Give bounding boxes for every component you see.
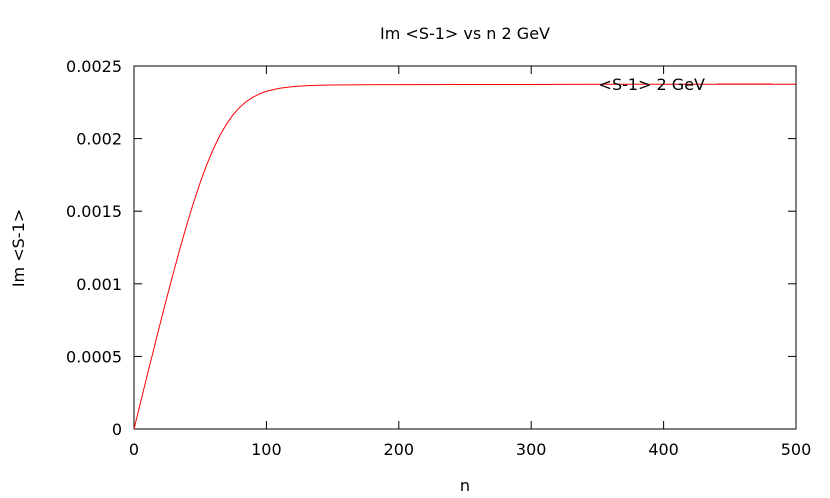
plot-frame — [133, 65, 797, 430]
y-axis-title: Im <S-1> — [9, 209, 28, 287]
y-tick-label: 0.0005 — [66, 347, 122, 366]
legend-label: <S-1> 2 GeV — [599, 75, 706, 94]
x-tick-label: 400 — [648, 440, 679, 459]
y-tick-label: 0.0025 — [66, 57, 122, 76]
chart-title: Im <S-1> vs n 2 GeV — [380, 24, 550, 43]
y-tick-labels: 0 0.0005 0.001 0.0015 0.002 0.0025 — [66, 57, 122, 439]
series-line — [133, 83, 796, 430]
x-axis-title: n — [460, 476, 470, 495]
axis-ticks — [133, 65, 797, 430]
legend: <S-1> 2 GeV — [599, 75, 773, 94]
y-tick-label: 0.001 — [76, 275, 122, 294]
x-tick-labels: 0 100 200 300 400 500 — [129, 440, 811, 459]
series-layer — [133, 83, 796, 430]
y-tick-label: 0.002 — [76, 130, 122, 149]
x-tick-label: 300 — [516, 440, 547, 459]
x-tick-label: 500 — [781, 440, 812, 459]
x-tick-label: 100 — [251, 440, 282, 459]
y-tick-label: 0.0015 — [66, 202, 122, 221]
x-tick-label: 200 — [384, 440, 415, 459]
y-tick-label: 0 — [112, 420, 122, 439]
x-tick-label: 0 — [129, 440, 139, 459]
